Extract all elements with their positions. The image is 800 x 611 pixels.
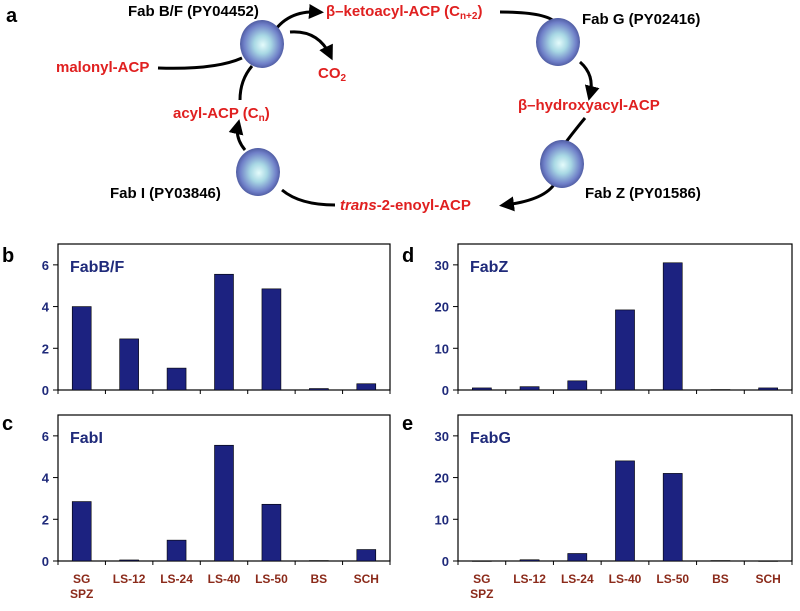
panel-letter-e: e bbox=[402, 413, 413, 435]
chart-title: FabG bbox=[470, 430, 511, 447]
y-tick-label: 4 bbox=[42, 300, 50, 315]
y-tick-label: 2 bbox=[42, 512, 49, 527]
x-tick-label: SCH bbox=[354, 572, 379, 586]
bar-bs bbox=[309, 388, 329, 391]
bar-ls-50 bbox=[662, 473, 683, 562]
x-tick-label: SG SPZ bbox=[470, 572, 493, 601]
bar-sch bbox=[758, 387, 778, 391]
bar-ls-40 bbox=[214, 444, 234, 562]
x-tick-label: LS-40 bbox=[208, 572, 241, 586]
bar-ls-24 bbox=[567, 553, 588, 562]
arc-enoyl-to-fabi bbox=[281, 188, 336, 207]
y-tick-label: 0 bbox=[442, 554, 449, 569]
arc-fabi-to-acyl bbox=[228, 119, 247, 151]
x-tick-label: SG SPZ bbox=[70, 572, 93, 601]
bar-sch bbox=[758, 560, 778, 562]
chart-panel-b: b 0 2 4 6 FabB/F bbox=[2, 243, 391, 398]
x-tick-label: SCH bbox=[755, 572, 780, 586]
arc-ketoacyl-to-fabg bbox=[499, 10, 557, 24]
y-tick-label: 30 bbox=[435, 429, 449, 444]
y-tick-label: 20 bbox=[435, 300, 449, 315]
x-tick-label: LS-40 bbox=[609, 572, 642, 586]
y-tick-label: 10 bbox=[435, 341, 449, 356]
bar-ls-12 bbox=[519, 559, 540, 562]
panel-letter-b: b bbox=[2, 245, 14, 267]
arc-fabg-to-hydroxyacyl bbox=[578, 60, 600, 101]
bar-sch bbox=[356, 549, 377, 562]
chart-panel-c: c 0 2 4 6 FabI SG SPZ LS-12 LS-24 LS-40 LS-50 BS SCH bbox=[2, 413, 391, 601]
bar-sg-spz bbox=[71, 501, 92, 562]
y-tick-label: 6 bbox=[42, 429, 49, 444]
panel-a-letter: a bbox=[6, 5, 18, 27]
chart-panel-d: d 0 10 20 30 FabZ bbox=[402, 243, 793, 398]
y-tick-label: 0 bbox=[42, 383, 49, 398]
bar-ls-40 bbox=[214, 273, 234, 391]
bar-ls-40 bbox=[615, 460, 635, 562]
bar-bs bbox=[309, 560, 329, 562]
chart-title: FabZ bbox=[470, 259, 508, 276]
panel-a-diagram: a Fab B/F (PY04452) Fab G (PY02416) Fab … bbox=[6, 3, 701, 214]
x-tick-label: BS bbox=[311, 572, 328, 586]
y-tick-label: 2 bbox=[42, 341, 49, 356]
label-co2: CO2 bbox=[318, 65, 347, 84]
label-fab-z: Fab Z (PY01586) bbox=[585, 185, 701, 202]
bar-sch bbox=[356, 383, 377, 391]
y-tick-label: 30 bbox=[435, 258, 449, 273]
enzyme-sphere-fabz bbox=[540, 140, 584, 188]
y-tick-label: 4 bbox=[42, 471, 50, 486]
chart-title: FabB/F bbox=[70, 259, 124, 276]
arc-hydroxyacyl-to-fabz bbox=[564, 117, 587, 143]
bar-sg-spz bbox=[472, 387, 492, 391]
bar-ls-50 bbox=[662, 262, 683, 391]
x-tick-label: LS-12 bbox=[513, 572, 546, 586]
bar-ls-24 bbox=[166, 539, 187, 562]
bar-ls-12 bbox=[119, 338, 139, 391]
label-acyl-acp: acyl-ACP (Cn) bbox=[173, 105, 270, 124]
bar-ls-50 bbox=[261, 288, 282, 391]
label-fab-g: Fab G (PY02416) bbox=[582, 11, 700, 28]
arc-malonyl-entry bbox=[157, 56, 243, 70]
bar-ls-24 bbox=[166, 367, 187, 391]
enzyme-sphere-fabg bbox=[536, 18, 580, 66]
bar-ls-40 bbox=[615, 309, 635, 391]
label-fab-bf: Fab B/F (PY04452) bbox=[128, 3, 259, 20]
arc-fabz-to-enoyl bbox=[499, 182, 557, 212]
y-tick-label: 20 bbox=[435, 471, 449, 486]
bar-sg-spz bbox=[71, 306, 92, 391]
bar-ls-50 bbox=[261, 503, 282, 562]
arc-co2-release bbox=[289, 30, 333, 61]
y-tick-label: 6 bbox=[42, 258, 49, 273]
label-fab-i: Fab I (PY03846) bbox=[110, 185, 221, 202]
x-tick-label: LS-50 bbox=[656, 572, 689, 586]
x-tick-label: LS-50 bbox=[255, 572, 288, 586]
y-tick-label: 0 bbox=[442, 383, 449, 398]
chart-panel-e: e 0 10 20 30 FabG SG SPZ LS-12 LS-24 LS-40 LS-50 BS S… bbox=[402, 413, 793, 601]
bar-ls-24 bbox=[567, 380, 588, 391]
x-tick-label: BS bbox=[712, 572, 729, 586]
x-tick-label: LS-24 bbox=[561, 572, 594, 586]
panel-letter-d: d bbox=[402, 245, 414, 267]
bar-ls-12 bbox=[519, 386, 540, 391]
bar-sg-spz bbox=[472, 560, 492, 562]
label-hydroxyacyl-acp: β–hydroxyacyl-ACP bbox=[518, 97, 660, 114]
bar-ls-12 bbox=[119, 559, 139, 562]
chart-title: FabI bbox=[70, 430, 103, 447]
enzyme-sphere-fabbf bbox=[240, 20, 284, 68]
label-ketoacyl-acp: β–ketoacyl-ACP (Cn+2) bbox=[326, 3, 482, 22]
bar-bs bbox=[710, 389, 731, 391]
x-tick-label: LS-12 bbox=[113, 572, 146, 586]
y-tick-label: 0 bbox=[42, 554, 49, 569]
bar-bs bbox=[710, 560, 731, 562]
enzyme-sphere-fabi bbox=[236, 148, 280, 196]
label-enoyl-acp: trans-2-enoyl-ACP bbox=[340, 197, 471, 214]
y-tick-label: 10 bbox=[435, 512, 449, 527]
label-malonyl-acp: malonyl-ACP bbox=[56, 59, 149, 76]
panel-letter-c: c bbox=[2, 413, 13, 435]
arc-acyl-to-fabbf bbox=[238, 65, 254, 101]
x-tick-label: LS-24 bbox=[160, 572, 193, 586]
